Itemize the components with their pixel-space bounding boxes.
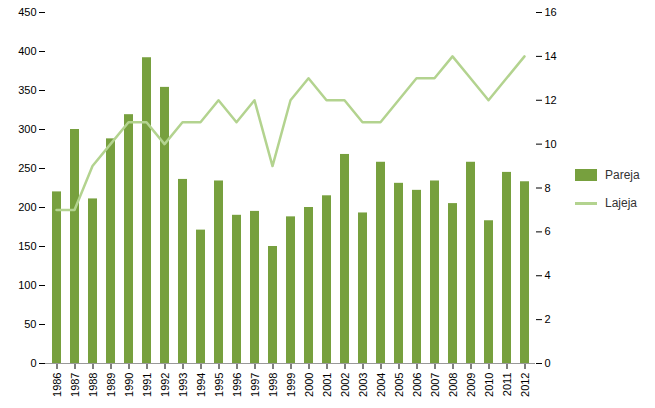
svg-text:2009: 2009: [465, 373, 477, 397]
svg-text:10: 10: [545, 138, 557, 150]
svg-text:2001: 2001: [321, 373, 333, 397]
svg-text:2007: 2007: [429, 373, 441, 397]
svg-text:250: 250: [18, 162, 36, 174]
svg-text:1988: 1988: [87, 373, 99, 397]
svg-text:2008: 2008: [447, 373, 459, 397]
svg-text:1991: 1991: [141, 373, 153, 397]
svg-text:1995: 1995: [213, 373, 225, 397]
svg-text:16: 16: [545, 6, 557, 18]
svg-text:2000: 2000: [303, 373, 315, 397]
svg-text:0: 0: [545, 357, 551, 369]
svg-text:300: 300: [18, 123, 36, 135]
svg-text:1997: 1997: [249, 373, 261, 397]
svg-text:1990: 1990: [123, 373, 135, 397]
svg-text:12: 12: [545, 94, 557, 106]
svg-text:450: 450: [18, 6, 36, 18]
svg-text:100: 100: [18, 279, 36, 291]
svg-text:6: 6: [545, 225, 551, 237]
svg-text:2011: 2011: [501, 373, 513, 397]
svg-text:1996: 1996: [231, 373, 243, 397]
svg-text:2005: 2005: [393, 373, 405, 397]
svg-text:400: 400: [18, 45, 36, 57]
html-text:Lajeja: Lajeja: [605, 196, 637, 210]
svg-text:14: 14: [545, 50, 557, 62]
svg-text:50: 50: [24, 318, 36, 330]
svg-text:1994: 1994: [195, 373, 207, 397]
svg-text:1992: 1992: [159, 373, 171, 397]
svg-text:1998: 1998: [267, 373, 279, 397]
html-text:Pareja: Pareja: [605, 168, 640, 182]
svg-text:1986: 1986: [51, 373, 63, 397]
svg-text:1987: 1987: [69, 373, 81, 397]
svg-text:2006: 2006: [411, 373, 423, 397]
svg-text:0: 0: [30, 357, 36, 369]
svg-text:2002: 2002: [339, 373, 351, 397]
svg-text:1989: 1989: [105, 373, 117, 397]
svg-text:2012: 2012: [519, 373, 531, 397]
svg-text:8: 8: [545, 182, 551, 194]
svg-text:4: 4: [545, 269, 551, 281]
svg-text:350: 350: [18, 84, 36, 96]
svg-text:2010: 2010: [483, 373, 495, 397]
svg-text:2004: 2004: [375, 373, 387, 397]
svg-text:2003: 2003: [357, 373, 369, 397]
svg-text:150: 150: [18, 240, 36, 252]
svg-text:200: 200: [18, 201, 36, 213]
svg-text:2: 2: [545, 313, 551, 325]
svg-text:1993: 1993: [177, 373, 189, 397]
svg-text:1999: 1999: [285, 373, 297, 397]
